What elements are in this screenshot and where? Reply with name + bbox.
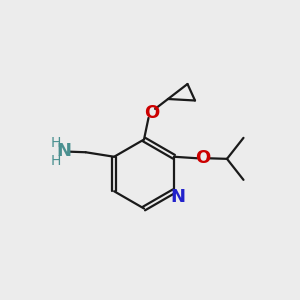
Text: O: O	[195, 148, 210, 167]
Text: N: N	[56, 142, 71, 160]
Text: N: N	[170, 188, 185, 206]
Text: O: O	[144, 103, 159, 122]
Text: H: H	[50, 136, 61, 150]
Text: H: H	[50, 154, 61, 168]
